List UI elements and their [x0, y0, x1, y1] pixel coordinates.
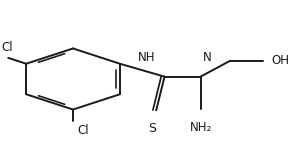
Text: S: S	[148, 122, 156, 135]
Text: NH: NH	[138, 51, 155, 64]
Text: Cl: Cl	[77, 124, 89, 137]
Text: OH: OH	[271, 54, 289, 67]
Text: NH₂: NH₂	[190, 121, 212, 134]
Text: Cl: Cl	[1, 41, 13, 54]
Text: N: N	[203, 51, 211, 64]
